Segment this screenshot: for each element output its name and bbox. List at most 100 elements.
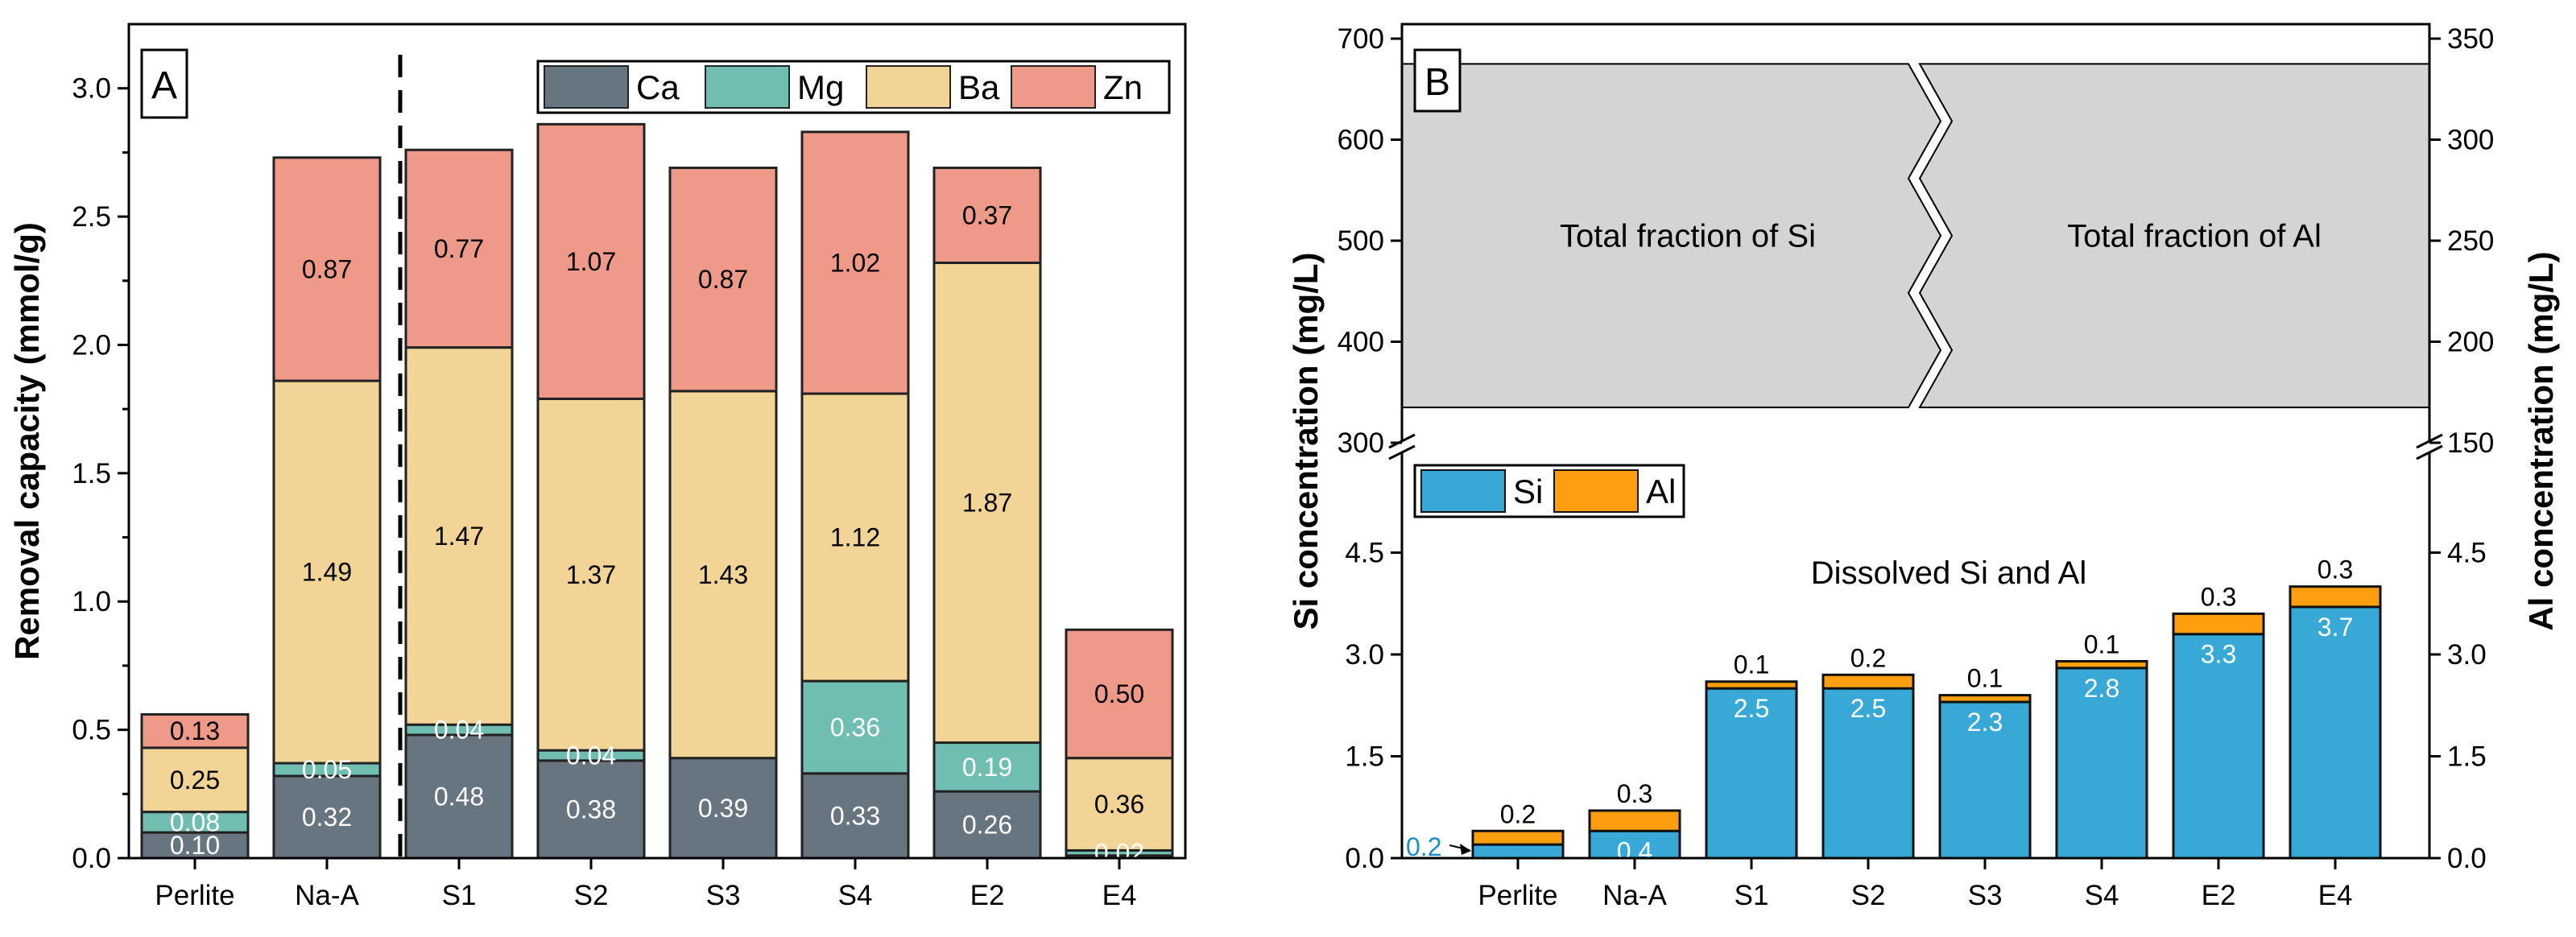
x-tick-label: Na-A xyxy=(1602,880,1667,911)
bar-label-mg-s2: 0.04 xyxy=(566,741,616,770)
legend-label-ba: Ba xyxy=(958,68,1000,106)
y-tick-label: 3.0 xyxy=(1345,639,1384,671)
x-tick-label: Perlite xyxy=(1478,880,1557,911)
bar-label-mg-perlite: 0.08 xyxy=(170,807,220,836)
panel-b-label-box xyxy=(1413,48,1462,113)
axis-break-gap xyxy=(2426,441,2433,452)
y-tick-label: 150 xyxy=(2447,427,2494,459)
bar-label-ca-s2: 0.38 xyxy=(566,795,616,823)
y-tick-label: 250 xyxy=(2447,225,2494,257)
bar-label-ba-na-a: 1.49 xyxy=(302,558,352,587)
y-tick-label: 0.5 xyxy=(72,715,111,746)
bar-al-s3 xyxy=(1938,694,2032,704)
bar-ca-e2 xyxy=(932,790,1042,860)
bar-ca-s3 xyxy=(668,757,778,860)
bar-zn-perlite xyxy=(140,712,250,749)
panel-b-axis-breaks xyxy=(1388,433,2443,460)
y-tick-label: 2.0 xyxy=(72,329,111,361)
total-fraction-si-label: Total fraction of Si xyxy=(1560,219,1816,254)
legend-swatch-al xyxy=(1553,469,1639,513)
bar-label-al-na-a: 0.3 xyxy=(1617,779,1652,808)
bar-zn-e4 xyxy=(1065,628,1174,760)
y-tick-label: 300 xyxy=(2447,125,2494,156)
bar-label-ca-s1: 0.48 xyxy=(434,782,484,811)
bar-label-si-e2: 3.3 xyxy=(2201,640,2236,669)
bar-label-al-s2: 0.2 xyxy=(1850,643,1886,672)
bar-zn-e2 xyxy=(932,167,1042,264)
x-tick-label: E2 xyxy=(2202,880,2236,911)
bar-label-ba-s1: 1.47 xyxy=(434,522,484,551)
panel-a-x-ticks: Perlite Na-A S1 S2 S3 S4 E2 E4 xyxy=(155,858,1136,911)
bar-label-zn-s2: 1.07 xyxy=(566,247,616,276)
legend-swatch-mg xyxy=(705,65,790,109)
bar-label-al-e2: 0.3 xyxy=(2201,582,2236,611)
legend-label-al: Al xyxy=(1646,473,1676,510)
bar-ba-e4 xyxy=(1065,757,1174,852)
bar-label-mg-s4: 0.36 xyxy=(830,712,880,741)
bar-label-zn-na-a: 0.87 xyxy=(302,254,352,283)
bar-label-si-s2: 2.5 xyxy=(1850,694,1886,723)
x-tick-label: Perlite xyxy=(155,880,234,911)
bar-al-e2 xyxy=(2172,612,2265,636)
panel-a-y-ticks: 0.0 0.5 1.0 1.5 2.0 2.5 3.0 xyxy=(72,73,129,874)
y-tick-label: 4.5 xyxy=(2447,538,2487,569)
bar-label-zn-e4: 0.50 xyxy=(1094,679,1144,708)
x-tick-label: Na-A xyxy=(295,880,359,911)
bar-label-ba-perlite: 0.25 xyxy=(170,766,220,795)
x-tick-label: E4 xyxy=(1102,880,1137,911)
bar-label-zn-perlite: 0.13 xyxy=(170,716,220,745)
axis-break-mark xyxy=(1388,433,1416,449)
x-tick-label: S4 xyxy=(838,880,873,911)
y-tick-label: 0.0 xyxy=(72,843,111,874)
bar-label-si-s1: 2.5 xyxy=(1734,694,1769,723)
legend-label-si: Si xyxy=(1513,473,1543,510)
x-tick-label: S3 xyxy=(706,880,741,911)
bar-label-al-e4: 0.3 xyxy=(2318,555,2353,584)
bar-label-ca-e2: 0.26 xyxy=(962,811,1012,840)
total-fraction-al-region xyxy=(1918,63,2430,409)
panel-a-label: A xyxy=(151,64,177,107)
bar-label-zn-s1: 0.77 xyxy=(434,234,484,263)
x-tick-label: E4 xyxy=(2318,880,2353,911)
legend-swatch-ba xyxy=(866,65,951,109)
bar-zn-na-a xyxy=(272,156,382,382)
panel-b-annotation: Dissolved Si and Al xyxy=(1811,555,2086,591)
bar-ba-s4 xyxy=(800,392,910,683)
axis-break-mark xyxy=(2416,444,2443,460)
bar-ba-na-a xyxy=(272,379,382,765)
x-tick-label: S1 xyxy=(442,880,477,911)
y-tick-label: 400 xyxy=(1338,327,1384,358)
y-tick-label: 200 xyxy=(2447,327,2494,358)
y-tick-label: 2.5 xyxy=(72,201,111,233)
y-tick-label: 3.0 xyxy=(72,73,111,105)
legend-label-zn: Zn xyxy=(1103,68,1143,106)
y-tick-label: 700 xyxy=(1338,23,1384,55)
panel-b-bar-labels: 0.20.20.30.40.12.50.22.50.12.30.12.80.33… xyxy=(1406,555,2353,866)
bar-label-si-e4: 3.7 xyxy=(2318,613,2353,642)
bar-label-al-perlite: 0.2 xyxy=(1500,799,1536,828)
bar-label-al-s3: 0.1 xyxy=(1967,664,2003,693)
bar-label-si-perlite: 0.2 xyxy=(1406,832,1441,861)
bar-al-e4 xyxy=(2289,585,2382,609)
legend-label-mg: Mg xyxy=(797,68,844,106)
axis-break-mark xyxy=(1388,444,1416,460)
bar-al-s4 xyxy=(2055,659,2148,670)
bar-label-ba-e4: 0.36 xyxy=(1094,790,1144,819)
panel-b-chart: Total fraction of Si Total fraction of Al… xyxy=(1287,23,2560,911)
y-tick-label: 1.5 xyxy=(2447,741,2487,773)
total-fraction-al-label: Total fraction of Al xyxy=(2067,219,2322,254)
y-tick-label: 0.0 xyxy=(2447,843,2487,874)
panel-a-plot-frame xyxy=(127,23,1187,860)
panel-b-legend: Si Al xyxy=(1413,464,1685,518)
panel-a-bars xyxy=(140,122,1174,860)
panel-b-right-y-ticks: 0.0 1.5 3.0 4.5 150 200 250 300 350 xyxy=(2429,23,2494,874)
bar-label-si-s3: 2.3 xyxy=(1967,708,2003,737)
y-tick-label: 350 xyxy=(2447,23,2494,55)
total-fraction-si-region xyxy=(1401,63,1942,409)
y-tick-label: 1.5 xyxy=(72,458,111,489)
bar-label-pointer-head xyxy=(1460,844,1471,855)
x-tick-label: S3 xyxy=(1968,880,2003,911)
bar-label-ba-s2: 1.37 xyxy=(566,560,616,589)
x-tick-label: S1 xyxy=(1735,880,1769,911)
